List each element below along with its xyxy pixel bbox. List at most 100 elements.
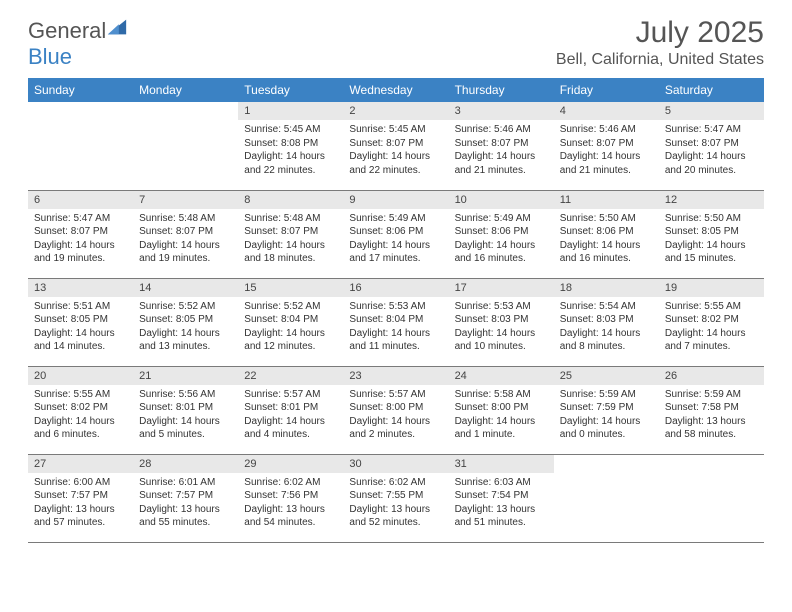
calendar-day: 17Sunrise: 5:53 AMSunset: 8:03 PMDayligh… [449,278,554,366]
calendar-day: 27Sunrise: 6:00 AMSunset: 7:57 PMDayligh… [28,454,133,542]
day-details: Sunrise: 5:55 AMSunset: 8:02 PMDaylight:… [659,297,764,360]
day-details: Sunrise: 5:50 AMSunset: 8:05 PMDaylight:… [659,209,764,272]
day-number: 12 [659,191,764,209]
logo-word-1: General [28,18,106,43]
calendar-day: 3Sunrise: 5:46 AMSunset: 8:07 PMDaylight… [449,102,554,190]
calendar-day: 31Sunrise: 6:03 AMSunset: 7:54 PMDayligh… [449,454,554,542]
logo-word-2: Blue [28,44,72,69]
day-number: 30 [343,455,448,473]
day-details: Sunrise: 6:02 AMSunset: 7:56 PMDaylight:… [238,473,343,536]
location-text: Bell, California, United States [556,51,764,69]
calendar-day: 26Sunrise: 5:59 AMSunset: 7:58 PMDayligh… [659,366,764,454]
calendar-day: 24Sunrise: 5:58 AMSunset: 8:00 PMDayligh… [449,366,554,454]
calendar-day: .. [659,454,764,542]
calendar-week: ....1Sunrise: 5:45 AMSunset: 8:08 PMDayl… [28,102,764,190]
calendar-day: 12Sunrise: 5:50 AMSunset: 8:05 PMDayligh… [659,190,764,278]
day-details: Sunrise: 5:55 AMSunset: 8:02 PMDaylight:… [28,385,133,448]
day-number: 27 [28,455,133,473]
day-header: Tuesday [238,78,343,102]
day-details: Sunrise: 5:54 AMSunset: 8:03 PMDaylight:… [554,297,659,360]
day-details: Sunrise: 5:47 AMSunset: 8:07 PMDaylight:… [659,120,764,183]
calendar-day: .. [554,454,659,542]
title-block: July 2025 Bell, California, United State… [556,16,764,69]
calendar-day: 2Sunrise: 5:45 AMSunset: 8:07 PMDaylight… [343,102,448,190]
calendar-day: 19Sunrise: 5:55 AMSunset: 8:02 PMDayligh… [659,278,764,366]
day-details: Sunrise: 5:52 AMSunset: 8:04 PMDaylight:… [238,297,343,360]
day-number: 3 [449,102,554,120]
day-number: 21 [133,367,238,385]
day-details: Sunrise: 5:48 AMSunset: 8:07 PMDaylight:… [238,209,343,272]
calendar-day: 22Sunrise: 5:57 AMSunset: 8:01 PMDayligh… [238,366,343,454]
day-details: Sunrise: 5:57 AMSunset: 8:00 PMDaylight:… [343,385,448,448]
day-details: Sunrise: 5:49 AMSunset: 8:06 PMDaylight:… [343,209,448,272]
calendar-day: 18Sunrise: 5:54 AMSunset: 8:03 PMDayligh… [554,278,659,366]
day-number: 8 [238,191,343,209]
calendar-day: 29Sunrise: 6:02 AMSunset: 7:56 PMDayligh… [238,454,343,542]
day-details: Sunrise: 5:51 AMSunset: 8:05 PMDaylight:… [28,297,133,360]
calendar-week: 13Sunrise: 5:51 AMSunset: 8:05 PMDayligh… [28,278,764,366]
day-details: Sunrise: 5:50 AMSunset: 8:06 PMDaylight:… [554,209,659,272]
day-number: 2 [343,102,448,120]
calendar-day: 7Sunrise: 5:48 AMSunset: 8:07 PMDaylight… [133,190,238,278]
day-details: Sunrise: 6:01 AMSunset: 7:57 PMDaylight:… [133,473,238,536]
logo-mark-icon [106,16,128,38]
calendar-day: 21Sunrise: 5:56 AMSunset: 8:01 PMDayligh… [133,366,238,454]
day-number: 28 [133,455,238,473]
day-number: 18 [554,279,659,297]
day-details: Sunrise: 5:57 AMSunset: 8:01 PMDaylight:… [238,385,343,448]
day-number: 4 [554,102,659,120]
calendar-day: 1Sunrise: 5:45 AMSunset: 8:08 PMDaylight… [238,102,343,190]
calendar-body: ....1Sunrise: 5:45 AMSunset: 8:08 PMDayl… [28,102,764,542]
day-number: 23 [343,367,448,385]
day-details: Sunrise: 5:45 AMSunset: 8:08 PMDaylight:… [238,120,343,183]
calendar-day: 14Sunrise: 5:52 AMSunset: 8:05 PMDayligh… [133,278,238,366]
calendar-week: 27Sunrise: 6:00 AMSunset: 7:57 PMDayligh… [28,454,764,542]
calendar-day: .. [133,102,238,190]
day-number: 11 [554,191,659,209]
day-header: Saturday [659,78,764,102]
calendar-day: 16Sunrise: 5:53 AMSunset: 8:04 PMDayligh… [343,278,448,366]
day-details: Sunrise: 5:53 AMSunset: 8:03 PMDaylight:… [449,297,554,360]
day-details: Sunrise: 5:45 AMSunset: 8:07 PMDaylight:… [343,120,448,183]
month-title: July 2025 [556,16,764,49]
logo: General Blue [28,16,128,70]
calendar-day: 5Sunrise: 5:47 AMSunset: 8:07 PMDaylight… [659,102,764,190]
day-number: 9 [343,191,448,209]
day-number: 25 [554,367,659,385]
day-details: Sunrise: 5:59 AMSunset: 7:59 PMDaylight:… [554,385,659,448]
day-number: 26 [659,367,764,385]
calendar-day: 13Sunrise: 5:51 AMSunset: 8:05 PMDayligh… [28,278,133,366]
calendar-day: 10Sunrise: 5:49 AMSunset: 8:06 PMDayligh… [449,190,554,278]
day-number: 17 [449,279,554,297]
day-number: 29 [238,455,343,473]
day-details: Sunrise: 5:56 AMSunset: 8:01 PMDaylight:… [133,385,238,448]
day-details: Sunrise: 6:00 AMSunset: 7:57 PMDaylight:… [28,473,133,536]
calendar-day: 30Sunrise: 6:02 AMSunset: 7:55 PMDayligh… [343,454,448,542]
day-header-row: SundayMondayTuesdayWednesdayThursdayFrid… [28,78,764,102]
day-number: 6 [28,191,133,209]
calendar-day: 23Sunrise: 5:57 AMSunset: 8:00 PMDayligh… [343,366,448,454]
day-details: Sunrise: 5:46 AMSunset: 8:07 PMDaylight:… [449,120,554,183]
calendar-day: .. [28,102,133,190]
day-header: Thursday [449,78,554,102]
calendar-day: 6Sunrise: 5:47 AMSunset: 8:07 PMDaylight… [28,190,133,278]
day-details: Sunrise: 6:02 AMSunset: 7:55 PMDaylight:… [343,473,448,536]
calendar-day: 4Sunrise: 5:46 AMSunset: 8:07 PMDaylight… [554,102,659,190]
day-header: Sunday [28,78,133,102]
day-number: 1 [238,102,343,120]
day-details: Sunrise: 5:48 AMSunset: 8:07 PMDaylight:… [133,209,238,272]
day-number: 7 [133,191,238,209]
day-number: 31 [449,455,554,473]
day-number: 22 [238,367,343,385]
day-number: 15 [238,279,343,297]
calendar-day: 20Sunrise: 5:55 AMSunset: 8:02 PMDayligh… [28,366,133,454]
day-details: Sunrise: 5:59 AMSunset: 7:58 PMDaylight:… [659,385,764,448]
day-number: 19 [659,279,764,297]
calendar-week: 20Sunrise: 5:55 AMSunset: 8:02 PMDayligh… [28,366,764,454]
day-details: Sunrise: 6:03 AMSunset: 7:54 PMDaylight:… [449,473,554,536]
day-number: 20 [28,367,133,385]
calendar-day: 8Sunrise: 5:48 AMSunset: 8:07 PMDaylight… [238,190,343,278]
calendar-table: SundayMondayTuesdayWednesdayThursdayFrid… [28,78,764,543]
day-header: Wednesday [343,78,448,102]
calendar-day: 9Sunrise: 5:49 AMSunset: 8:06 PMDaylight… [343,190,448,278]
